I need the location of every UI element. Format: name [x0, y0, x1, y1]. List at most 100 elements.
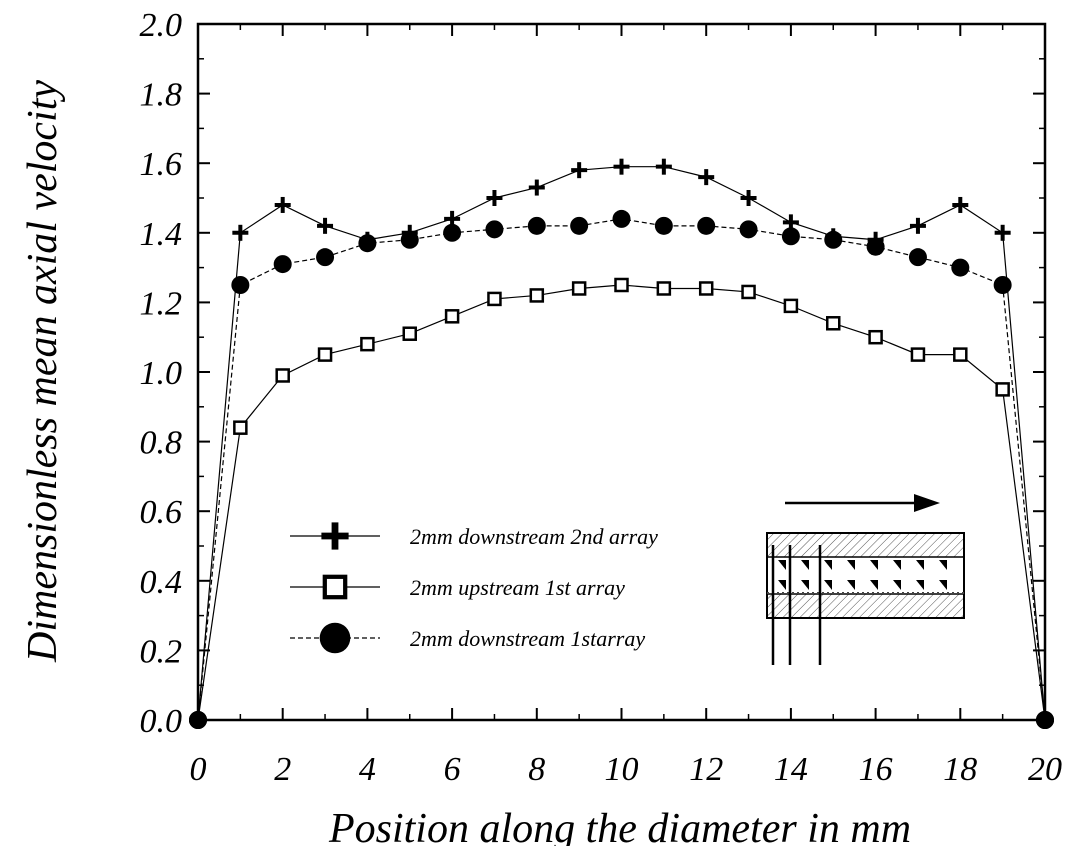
- data-point: [953, 347, 968, 362]
- data-point: [698, 281, 714, 296]
- data-point: [654, 216, 673, 235]
- data-point: [614, 277, 629, 293]
- y-axis-title: Dimensionless mean axial velocity: [20, 80, 66, 663]
- legend-item: 2mm upstream 1st array: [290, 574, 625, 600]
- series-0: [189, 158, 1054, 729]
- data-point: [485, 220, 504, 239]
- x-tick-label: 16: [859, 751, 893, 788]
- data-point: [571, 162, 588, 179]
- y-tick-label: 0.6: [140, 494, 183, 531]
- array-element: [916, 580, 924, 590]
- x-axis-title: Position along the diameter in mm: [328, 806, 911, 846]
- data-point: [612, 209, 631, 228]
- data-point: [359, 231, 376, 248]
- legend-label: 2mm upstream 1st array: [410, 575, 625, 600]
- legend: 2mm downstream 2nd array 2mm upstream 1st…: [290, 522, 658, 654]
- data-point: [402, 326, 417, 341]
- data-point: [952, 196, 969, 213]
- data-point: [910, 347, 926, 362]
- y-tick-label: 0.0: [140, 703, 183, 740]
- y-axis: 0.0 0.2 0.4 0.6 0.8 1.0 1.2 1.4 1.6 1.8 2.0: [140, 7, 1045, 740]
- data-point: [951, 258, 970, 277]
- flow-schematic-inset: [766, 494, 965, 665]
- data-point: [444, 210, 461, 227]
- data-point: [401, 224, 418, 241]
- array-element: [893, 580, 901, 590]
- array-element: [847, 560, 855, 570]
- data-point: [189, 711, 207, 729]
- data-point: [1036, 711, 1054, 729]
- x-tick-label: 14: [774, 751, 808, 788]
- array-element: [801, 580, 809, 590]
- x-tick-label: 0: [190, 751, 207, 788]
- x-tick-label: 6: [444, 751, 461, 788]
- channel-wall-top: [768, 534, 963, 557]
- y-tick-label: 0.4: [140, 564, 183, 601]
- data-point: [317, 217, 334, 234]
- x-tick-label: 18: [943, 751, 977, 788]
- y-tick-label: 1.6: [140, 146, 183, 183]
- data-point: [867, 231, 884, 248]
- array-element: [939, 560, 947, 570]
- data-point: [527, 216, 546, 235]
- array-element: [870, 560, 878, 570]
- legend-label: 2mm downstream 2nd array: [410, 524, 658, 549]
- data-point: [908, 248, 927, 267]
- data-point: [528, 179, 545, 196]
- x-tick-label: 10: [605, 751, 639, 788]
- array-element: [916, 560, 924, 570]
- legend-marker: [319, 622, 351, 654]
- data-point: [571, 281, 587, 296]
- data-point: [570, 216, 589, 235]
- array-element: [847, 580, 855, 590]
- y-tick-label: 0.8: [140, 425, 183, 462]
- y-tick-label: 1.2: [140, 285, 183, 322]
- data-point: [825, 228, 842, 245]
- y-tick-label: 1.4: [140, 216, 183, 253]
- array-element: [893, 560, 901, 570]
- data-point: [782, 214, 799, 231]
- x-tick-label: 12: [689, 751, 723, 788]
- data-point: [739, 220, 758, 239]
- data-point: [233, 420, 248, 435]
- data-point: [656, 281, 672, 296]
- x-tick-label: 2: [274, 751, 291, 788]
- data-point: [698, 169, 715, 186]
- series-layer: [189, 158, 1054, 729]
- y-tick-label: 1.0: [140, 355, 183, 392]
- data-point: [909, 217, 926, 234]
- data-point: [741, 284, 756, 300]
- data-point: [316, 248, 335, 267]
- data-point: [783, 298, 799, 314]
- data-point: [444, 309, 460, 324]
- channel-wall-bottom: [768, 594, 963, 617]
- legend-marker: [322, 574, 348, 600]
- data-point: [231, 276, 250, 294]
- data-point: [655, 158, 672, 175]
- array-element: [824, 580, 832, 590]
- data-point: [360, 336, 375, 352]
- data-point: [994, 224, 1011, 241]
- data-point: [740, 190, 757, 206]
- legend-item: 2mm downstream 2nd array: [290, 522, 658, 550]
- x-tick-label: 20: [1028, 751, 1062, 788]
- y-tick-label: 1.8: [140, 77, 183, 114]
- data-point: [995, 382, 1010, 397]
- legend-label: 2mm downstream 1starray: [410, 626, 645, 651]
- data-point: [826, 316, 841, 331]
- array-element: [778, 580, 786, 590]
- data-point: [697, 216, 716, 235]
- array-element: [870, 580, 878, 590]
- data-point: [317, 347, 333, 362]
- data-point: [993, 276, 1012, 294]
- data-point: [529, 288, 545, 303]
- data-point: [487, 291, 502, 307]
- x-axis: 0 2 4 6 8 10 12 14 16 18 20: [190, 24, 1062, 788]
- y-tick-label: 2.0: [140, 7, 183, 44]
- array-element: [778, 560, 786, 570]
- legend-marker: [321, 522, 349, 550]
- data-point: [273, 255, 292, 274]
- data-point: [486, 190, 503, 206]
- flow-arrow-head: [914, 494, 940, 512]
- data-point: [274, 196, 291, 213]
